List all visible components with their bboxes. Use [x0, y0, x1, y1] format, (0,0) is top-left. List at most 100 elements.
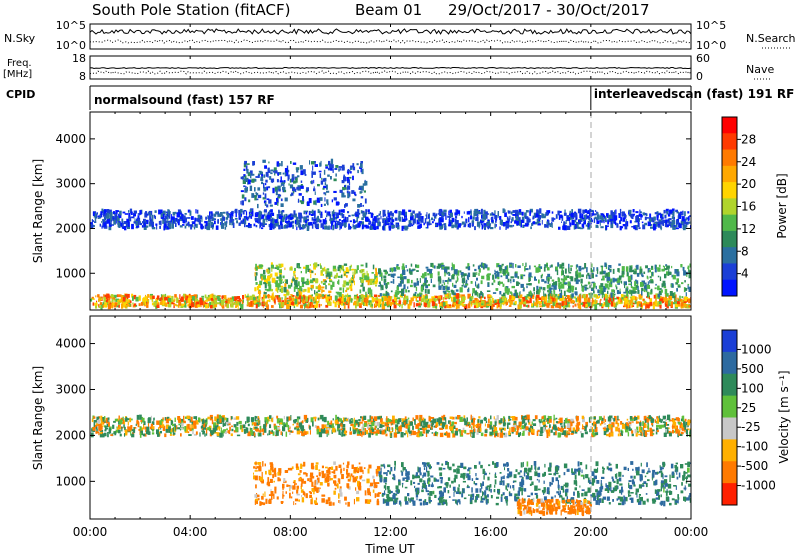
rti-cell	[627, 467, 629, 471]
rti-cell	[325, 304, 329, 308]
rti-cell	[352, 298, 354, 301]
rti-cell	[275, 189, 278, 196]
rti-cell	[322, 282, 326, 285]
rti-cell	[316, 223, 318, 227]
rti-cell	[620, 280, 623, 284]
rti-cell	[335, 223, 339, 228]
rti-cell	[293, 305, 296, 309]
rti-cell	[613, 289, 615, 293]
rti-cell	[276, 266, 280, 270]
rti-cell	[631, 479, 634, 484]
rti-cell	[425, 214, 427, 217]
rti-cell	[576, 264, 579, 268]
rti-cell	[510, 279, 512, 281]
rti-cell	[98, 305, 102, 308]
rti-cell	[461, 215, 463, 219]
rti-cell	[363, 190, 366, 193]
rti-cell	[107, 300, 111, 304]
rti-cell	[420, 286, 424, 292]
rti-cell	[272, 187, 275, 194]
rti-cell	[392, 473, 395, 477]
rti-cell	[280, 285, 284, 288]
rti-cell	[586, 267, 588, 273]
rti-cell	[457, 499, 461, 503]
rti-cell	[274, 280, 278, 284]
rti-cell	[671, 265, 673, 269]
rti-cell	[312, 165, 314, 171]
rti-cell	[580, 302, 583, 305]
rti-cell	[264, 463, 266, 467]
rti-cell	[347, 193, 350, 199]
rti-cell	[451, 262, 453, 267]
rti-cell	[362, 296, 365, 301]
rti-cell	[92, 211, 95, 216]
rti-cell	[175, 222, 177, 227]
rti-cell	[284, 267, 286, 271]
rti-cell	[456, 225, 459, 230]
rti-cell	[100, 211, 103, 215]
rti-cell	[551, 211, 554, 214]
rti-cell	[309, 160, 311, 165]
rti-cell	[167, 298, 172, 302]
rti-cell	[592, 210, 594, 216]
rti-cell	[256, 265, 260, 269]
nave-label: Nave	[746, 63, 774, 76]
rti-cell	[679, 295, 681, 300]
rti-cell	[367, 281, 370, 286]
rti-cell	[426, 268, 430, 272]
rti-cell	[230, 303, 234, 308]
rti-cell	[677, 297, 679, 300]
rti-cell	[566, 219, 570, 222]
rti-cell	[375, 468, 379, 474]
rti-cell	[302, 281, 306, 284]
rti-cell	[313, 186, 315, 189]
rti-cell	[303, 210, 306, 215]
rti-cell	[546, 210, 548, 213]
rti-cell	[255, 272, 258, 276]
rti-cell	[339, 222, 344, 227]
rti-cell	[626, 286, 629, 289]
rti-cell	[318, 469, 321, 472]
rti-cell	[558, 210, 562, 213]
rti-cell	[382, 492, 386, 496]
rti-cell	[333, 190, 337, 193]
rti-cell	[186, 301, 188, 304]
rti-cell	[293, 273, 295, 276]
rti-cell	[585, 214, 588, 220]
rti-cell	[566, 295, 570, 300]
rti-cell	[600, 265, 604, 268]
rti-cell	[526, 283, 530, 285]
rti-cell	[282, 483, 285, 489]
freq-tick-top: 18	[72, 52, 86, 65]
rti-cell	[104, 209, 107, 215]
rti-cell	[96, 212, 98, 215]
rti-cell	[546, 303, 550, 308]
rti-cell	[263, 269, 266, 275]
rti-cell	[384, 482, 387, 485]
rti-cell	[508, 305, 512, 307]
rti-cell	[565, 298, 568, 304]
rti-cell	[207, 303, 210, 309]
rti-cell	[367, 468, 370, 474]
rti-cell	[656, 216, 659, 220]
rti-cell	[559, 302, 561, 306]
rti-cell	[644, 284, 648, 287]
rti-cell	[623, 291, 626, 294]
rti-cell	[224, 226, 227, 230]
rti-cell	[244, 197, 247, 202]
rti-cell	[556, 305, 561, 307]
rti-cell	[456, 276, 459, 282]
rti-cell	[675, 282, 679, 285]
rti-cell	[398, 283, 402, 287]
rti-cell	[427, 301, 430, 305]
rti-cell	[526, 294, 530, 298]
rti-cell	[143, 225, 147, 230]
rti-cell	[106, 219, 110, 224]
rti-cell	[615, 286, 618, 290]
rti-cell	[285, 491, 287, 494]
rti-cell	[378, 218, 380, 223]
rti-cell	[413, 475, 418, 479]
rti-cell	[129, 300, 132, 303]
rti-cell	[432, 212, 436, 217]
rti-cell	[311, 294, 313, 297]
